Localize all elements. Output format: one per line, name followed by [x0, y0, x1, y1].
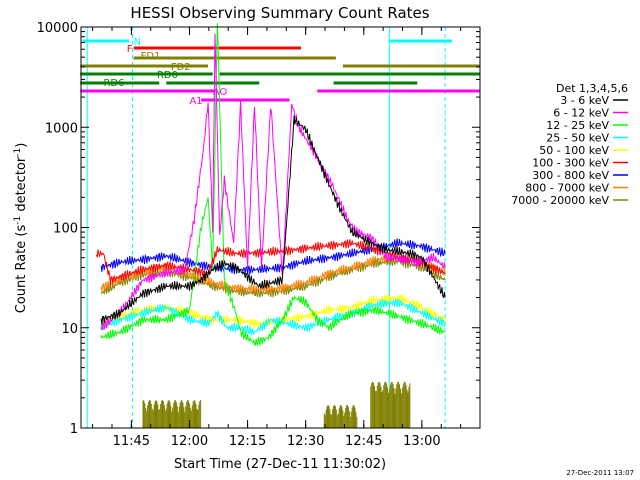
legend-label: 7000 - 20000 keV	[511, 194, 609, 207]
flag-label: RD0	[157, 70, 178, 81]
legend-label: 12 - 25 keV	[546, 119, 609, 132]
series-layer	[96, 23, 446, 346]
y-axis-label: Count Rate (s-1 detector-1)	[13, 143, 29, 314]
x-tick-label: 12:45	[345, 434, 382, 449]
legend-label: 25 - 50 keV	[546, 132, 609, 145]
x-tick-label: 11:45	[113, 434, 150, 449]
flag-label: FD2	[171, 62, 191, 73]
legend-label: 300 - 800 keV	[532, 169, 609, 182]
y-tick-label: 100	[53, 222, 78, 237]
series-line	[100, 298, 446, 336]
flag-label: FD1	[141, 51, 161, 62]
footer-timestamp: 27-Dec-2011 13:07	[566, 469, 634, 477]
flag-label: RD6	[103, 78, 124, 89]
y-tick-label: 10	[61, 322, 78, 337]
x-tick-label: 12:15	[229, 434, 266, 449]
legend-label: 50 - 100 keV	[539, 144, 609, 157]
series-line	[100, 115, 446, 325]
flag-label: A1	[189, 96, 202, 107]
series-line	[100, 238, 446, 275]
flag-label: F	[127, 44, 133, 55]
legend-label: 800 - 7000 keV	[525, 182, 609, 195]
legend-label: 6 - 12 keV	[553, 107, 609, 120]
legend-title: Det 1,3,4,5,6	[556, 82, 628, 95]
y-tick-label: 10000	[37, 21, 78, 36]
series-line	[100, 23, 446, 346]
legend-label: 100 - 300 keV	[532, 157, 609, 170]
x-axis-label: Start Time (27-Dec-11 11:30:02)	[174, 457, 386, 472]
flag-label: AO	[213, 87, 228, 98]
flag-label: N	[134, 37, 141, 48]
chart-title: HESSI Observing Summary Count Rates	[130, 4, 429, 22]
legend-label: 3 - 6 keV	[560, 94, 609, 107]
plot-frame	[80, 26, 481, 429]
series-line	[100, 33, 446, 331]
x-tick-label: 12:00	[171, 434, 208, 449]
y-tick-label: 1	[70, 422, 78, 437]
x-tick-label: 13:00	[403, 434, 440, 449]
axes: 1 10 100 1000 10000 11:45 12:00 12:15 12:30 12:45…	[37, 21, 480, 449]
y-tick-label: 1000	[45, 121, 78, 136]
series-line	[100, 257, 446, 298]
x-tick-label: 12:30	[287, 434, 324, 449]
